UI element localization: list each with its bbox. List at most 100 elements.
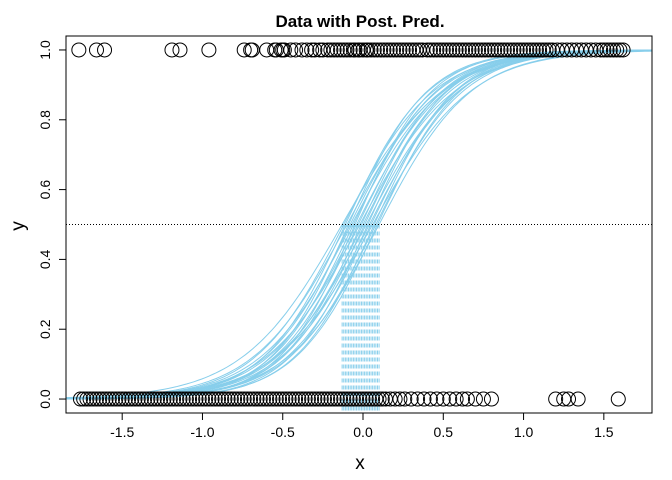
data-point-y0-34 — [182, 391, 198, 407]
data-point-y1-40 — [369, 42, 385, 58]
x-tick-label-3: 0.0 — [353, 424, 373, 440]
y-tick-label-3: 0.6 — [37, 180, 53, 200]
data-point-y0-107 — [448, 391, 464, 407]
data-point-y1-108 — [605, 42, 621, 58]
data-point-y1-43 — [379, 42, 395, 58]
data-point-y1-48 — [395, 42, 411, 58]
data-point-y1-81 — [503, 42, 519, 58]
data-point-y1-47 — [392, 42, 408, 58]
data-point-y0-54 — [246, 391, 262, 407]
data-point-y0-11 — [108, 391, 124, 407]
data-point-y0-15 — [121, 391, 137, 407]
data-point-y0-13 — [114, 391, 130, 407]
data-point-y1-60 — [435, 42, 451, 58]
data-point-y1-72 — [474, 42, 490, 58]
data-point-y0-59 — [262, 391, 278, 407]
data-point-y0-99 — [397, 391, 413, 407]
data-point-y1-105 — [596, 42, 612, 58]
data-point-y1-45 — [386, 42, 402, 58]
data-point-y0-45 — [217, 391, 233, 407]
data-point-y0-25 — [153, 391, 169, 407]
data-point-y1-63 — [445, 42, 461, 58]
data-points — [71, 42, 631, 407]
data-point-y1-111 — [615, 42, 631, 58]
data-point-y1-53 — [411, 42, 427, 58]
data-point-y1-73 — [477, 42, 493, 58]
data-point-y0-105 — [435, 391, 451, 407]
y-tick-label-5: 1.0 — [37, 40, 53, 60]
data-point-y1-109 — [609, 42, 625, 58]
data-point-y1-65 — [451, 42, 467, 58]
data-point-y0-66 — [284, 391, 300, 407]
data-point-y0-1 — [76, 391, 92, 407]
x-tick-label-4: 0.5 — [434, 424, 454, 440]
data-point-y0-108 — [455, 391, 471, 407]
chart-title: Data with Post. Pred. — [275, 12, 444, 31]
data-point-y1-64 — [448, 42, 464, 58]
posterior-curve-19 — [65, 50, 653, 399]
data-point-y0-64 — [278, 391, 294, 407]
data-point-y0-24 — [150, 391, 166, 407]
data-point-y1-110 — [612, 42, 628, 58]
data-point-y0-4 — [85, 391, 101, 407]
data-point-y0-61 — [268, 391, 284, 407]
data-point-y1-55 — [419, 42, 435, 58]
data-point-y1-82 — [506, 42, 522, 58]
data-point-y1-69 — [464, 42, 480, 58]
data-point-y0-9 — [101, 391, 117, 407]
data-point-y0-10 — [105, 391, 121, 407]
data-point-y0-63 — [275, 391, 291, 407]
data-point-y0-36 — [188, 391, 204, 407]
data-point-y1-102 — [583, 42, 599, 58]
data-point-y0-19 — [133, 391, 149, 407]
data-point-y0-12 — [111, 391, 127, 407]
data-point-y1-26 — [329, 42, 345, 58]
data-point-y0-5 — [89, 391, 105, 407]
data-point-y0-39 — [198, 391, 214, 407]
data-point-y0-76 — [316, 391, 332, 407]
data-point-y1-19 — [304, 42, 320, 58]
data-point-y0-87 — [352, 391, 368, 407]
data-point-y1-90 — [532, 42, 548, 58]
data-point-y1-29 — [339, 42, 355, 58]
x-axis: -1.5 -1.0 -0.5 0.0 0.5 1.0 1.5 — [110, 413, 614, 440]
data-point-y0-112 — [483, 391, 499, 407]
data-point-y0-81 — [333, 391, 349, 407]
data-point-y0-56 — [252, 391, 268, 407]
data-point-y1-86 — [519, 42, 535, 58]
data-point-y0-78 — [323, 391, 339, 407]
data-point-y0-72 — [304, 391, 320, 407]
data-point-y0-29 — [166, 391, 182, 407]
data-point-y0-91 — [365, 391, 381, 407]
data-point-y1-14 — [276, 42, 292, 58]
data-point-y1-93 — [541, 42, 557, 58]
data-point-y1-84 — [512, 42, 528, 58]
data-point-y1-0 — [71, 42, 87, 58]
data-point-y1-57 — [426, 42, 442, 58]
data-point-y1-70 — [467, 42, 483, 58]
data-point-y0-20 — [137, 391, 153, 407]
data-point-y0-104 — [429, 391, 445, 407]
data-point-y1-39 — [366, 42, 382, 58]
data-point-y1-79 — [496, 42, 512, 58]
data-point-y0-6 — [92, 391, 108, 407]
data-point-y0-103 — [422, 391, 438, 407]
data-point-y1-56 — [422, 42, 438, 58]
data-point-y0-8 — [98, 391, 114, 407]
data-point-y0-14 — [117, 391, 133, 407]
data-point-y0-57 — [255, 391, 271, 407]
data-point-y0-79 — [326, 391, 342, 407]
data-point-y0-49 — [230, 391, 246, 407]
data-point-y0-115 — [561, 391, 577, 407]
data-point-y1-68 — [461, 42, 477, 58]
data-point-y1-24 — [323, 42, 339, 58]
data-point-y0-0 — [72, 391, 88, 407]
data-point-y0-94 — [374, 391, 390, 407]
data-point-y0-17 — [127, 391, 143, 407]
data-point-y1-16 — [288, 42, 304, 58]
data-point-y0-18 — [130, 391, 146, 407]
data-point-y0-62 — [272, 391, 288, 407]
data-point-y1-107 — [602, 42, 618, 58]
data-point-y1-6 — [236, 42, 252, 58]
data-point-y0-31 — [172, 391, 188, 407]
